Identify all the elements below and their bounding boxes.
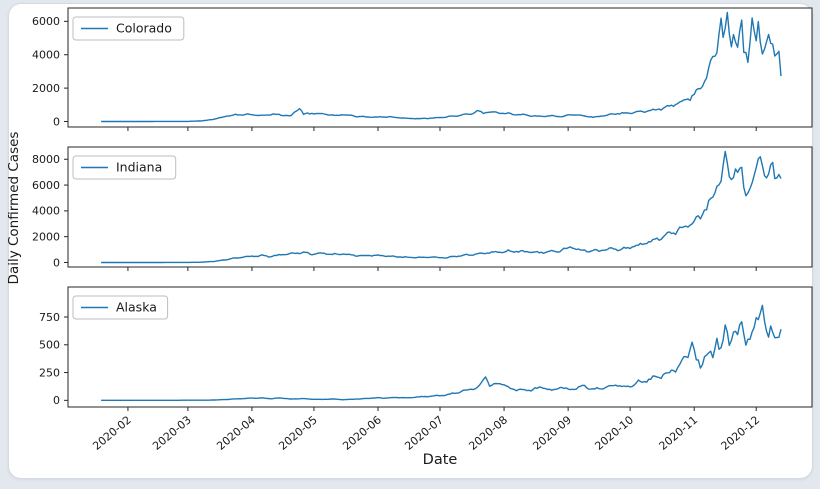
figure-card [8, 3, 813, 479]
x-axis-label: Date [422, 452, 458, 468]
y-axis-label: Daily Confirmed Cases [6, 131, 22, 285]
